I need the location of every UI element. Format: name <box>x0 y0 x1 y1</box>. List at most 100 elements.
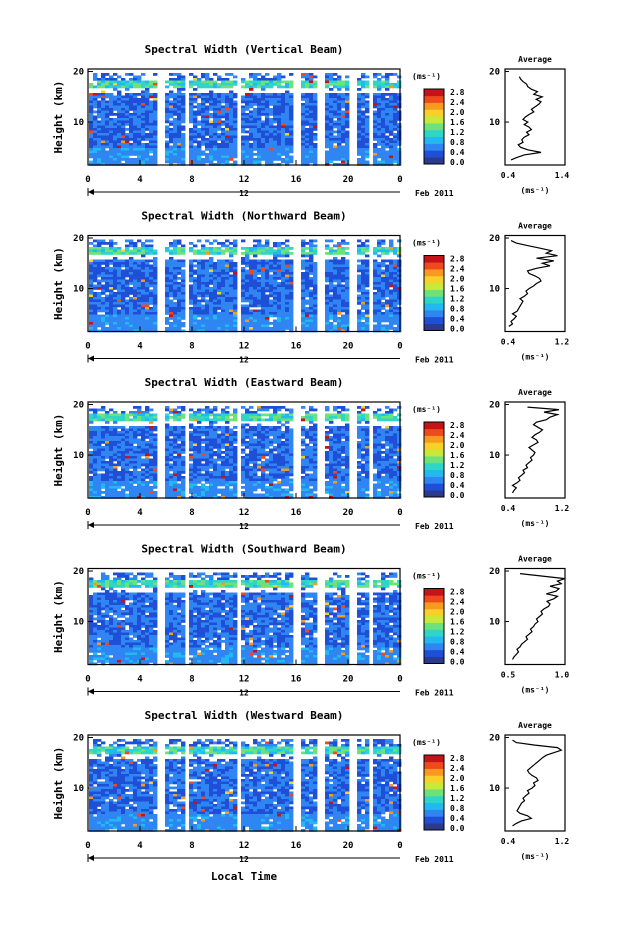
y-axis-label: Height (km) <box>52 81 65 154</box>
x-tick-label: 12 <box>239 342 250 352</box>
colorbar-swatch <box>424 795 444 804</box>
heatmap-field <box>89 239 402 333</box>
colorbar-swatch <box>424 262 444 270</box>
day-label: 12 <box>239 522 249 531</box>
colorbar-swatch <box>424 157 444 165</box>
colorbar-swatch <box>424 123 444 131</box>
colorbar-swatch <box>424 428 444 436</box>
average-y-tick-label: 20 <box>489 68 500 78</box>
average-x-tick-label: 0.4 <box>501 504 516 513</box>
day-label: 12 <box>239 689 249 698</box>
colorbar-swatch <box>424 816 444 824</box>
colorbar-swatch <box>424 649 444 657</box>
colorbar-swatch <box>424 323 444 331</box>
panel-4: Spectral Width (Southward Beam) 20 10 Heigh… <box>52 543 569 698</box>
average-y-tick-label: 10 <box>489 784 500 794</box>
x-tick-label: 8 <box>189 342 194 352</box>
colorbar-swatch <box>424 656 444 664</box>
x-tick-label: 16 <box>291 175 302 185</box>
y-tick-label: 10 <box>73 784 84 794</box>
colorbar-tick-label: 2.0 <box>450 608 465 617</box>
average-title: Average <box>518 721 552 730</box>
panel-title: Spectral Width (Eastward Beam) <box>145 376 344 389</box>
average-y-tick-label: 20 <box>489 567 500 577</box>
average-y-tick-label: 10 <box>489 451 500 461</box>
x-tick-label: 20 <box>343 342 354 352</box>
average-y-tick-label: 20 <box>489 234 500 244</box>
x-tick-label: 8 <box>189 175 194 185</box>
colorbar-swatch <box>424 823 444 831</box>
colorbar-tick-label: 0.8 <box>450 804 465 813</box>
colorbar-swatch <box>424 595 444 603</box>
colorbar-tick-label: 0.0 <box>450 658 465 667</box>
colorbar-swatch <box>424 109 444 117</box>
colorbar-unit: (ms⁻¹) <box>412 572 441 581</box>
average-x-tick-label: 0.4 <box>501 171 516 180</box>
colorbar-swatch <box>424 255 444 263</box>
colorbar-swatch <box>424 782 444 790</box>
colorbar-swatch <box>424 608 444 617</box>
y-axis-label: Height (km) <box>52 580 65 653</box>
colorbar-unit: (ms⁻¹) <box>412 239 441 248</box>
x-tick-label: 8 <box>189 508 194 518</box>
x-tick-label: 8 <box>189 841 194 851</box>
colorbar-swatch <box>424 95 444 103</box>
x-tick-label: 0 <box>85 841 90 851</box>
x-tick-label: 4 <box>137 342 143 352</box>
x-tick-label: 0 <box>397 342 402 352</box>
colorbar-swatch <box>424 775 444 783</box>
date-label: Feb 2011 <box>415 689 454 698</box>
average-title: Average <box>518 55 552 64</box>
date-bar-arrow-left <box>88 522 94 528</box>
colorbar-frame <box>423 754 445 831</box>
colorbar-swatch <box>424 761 444 769</box>
average-y-tick-label: 10 <box>489 618 500 628</box>
average-profile-line <box>511 573 566 660</box>
panel-2: Spectral Width (Northward Beam) 20 10 Heigh… <box>52 210 569 365</box>
average-x-tick-label: 1.2 <box>555 837 570 846</box>
day-label: 12 <box>239 356 249 365</box>
y-tick-label: 20 <box>73 401 84 411</box>
average-y-tick-label: 20 <box>489 734 500 744</box>
colorbar-swatch <box>424 303 444 311</box>
colorbar-swatch <box>424 143 444 151</box>
colorbar-tick-label: 0.8 <box>450 138 465 147</box>
colorbar-frame <box>423 88 445 165</box>
heatmap-field <box>89 406 402 499</box>
colorbar <box>423 255 445 331</box>
colorbar-tick-label: 0.8 <box>450 305 465 314</box>
average-unit: (ms⁻¹) <box>521 353 550 362</box>
average-unit: (ms⁻¹) <box>521 519 550 528</box>
colorbar-tick-label: 2.4 <box>450 598 465 607</box>
colorbar-swatch <box>424 615 444 623</box>
colorbar-tick-label: 0.4 <box>450 814 465 823</box>
x-tick-label: 0 <box>397 175 402 185</box>
colorbar-swatch <box>424 269 444 277</box>
colorbar-tick-label: 2.8 <box>450 588 465 597</box>
colorbar-swatch <box>424 102 444 110</box>
colorbar-tick-label: 0.8 <box>450 638 465 647</box>
x-tick-label: 20 <box>343 508 354 518</box>
colorbar-swatch <box>424 275 444 284</box>
x-tick-label: 0 <box>85 508 90 518</box>
colorbar-tick-label: 1.6 <box>450 618 465 627</box>
colorbar-tick-label: 2.4 <box>450 431 465 440</box>
average-profile-line <box>510 76 544 161</box>
average-profile-line <box>508 240 558 327</box>
colorbar-swatch <box>424 469 444 477</box>
average-unit: (ms⁻¹) <box>521 686 550 695</box>
colorbar-swatch <box>424 588 444 596</box>
colorbar-tick-label: 1.2 <box>450 295 465 304</box>
heatmap-field <box>89 739 402 832</box>
x-tick-label: 4 <box>137 175 143 185</box>
x-tick-label: 12 <box>239 841 250 851</box>
date-bar-arrow-left <box>88 855 94 861</box>
average-y-tick-label: 20 <box>489 401 500 411</box>
y-tick-label: 20 <box>73 68 84 78</box>
y-tick-label: 20 <box>73 234 84 244</box>
y-tick-label: 20 <box>73 567 84 577</box>
colorbar-tick-label: 1.6 <box>450 784 465 793</box>
colorbar-swatch <box>424 89 444 97</box>
colorbar-tick-label: 1.2 <box>450 128 465 137</box>
panel-5: Spectral Width (Westward Beam) 20 10 Height… <box>52 709 569 864</box>
